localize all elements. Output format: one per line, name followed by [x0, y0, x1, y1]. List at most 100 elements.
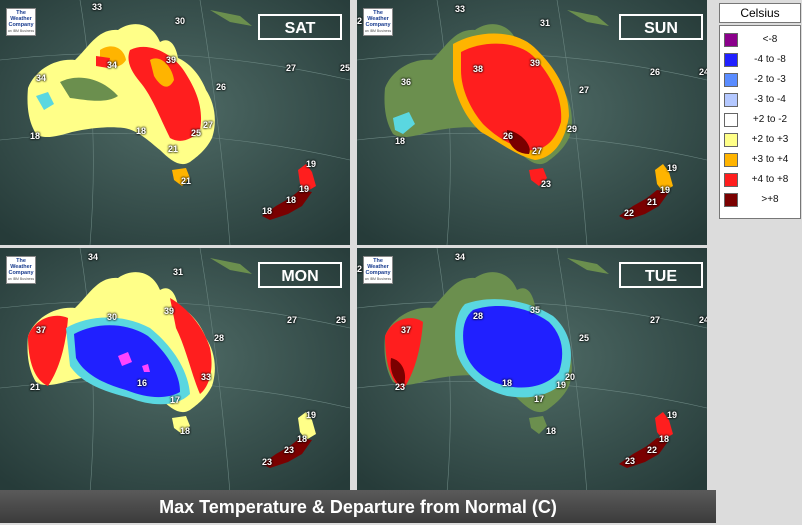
- legend-swatch: [724, 133, 738, 147]
- temp-label: 18: [180, 426, 191, 436]
- temp-label: 27: [286, 63, 297, 73]
- legend-swatch: [724, 173, 738, 187]
- temp-label: 37: [36, 325, 47, 335]
- day-label: SAT: [258, 14, 342, 40]
- temp-label: 17: [170, 395, 181, 405]
- temp-label: 27: [650, 315, 661, 325]
- temp-label: 21: [181, 176, 192, 186]
- map-panel-sat: The Weather Company an IBM Business SAT 33 …: [0, 0, 350, 245]
- map-panel-mon: The Weather Company an IBM Business MON 34 …: [0, 248, 350, 493]
- legend-swatch: [724, 113, 738, 127]
- temp-label: 18: [659, 434, 670, 444]
- temp-label: 21: [30, 382, 41, 392]
- temp-label: 33: [201, 372, 212, 382]
- map-mon: [0, 248, 350, 493]
- legend-item: +2 to -2: [724, 112, 798, 129]
- temp-label: 18: [546, 426, 557, 436]
- temp-label: 19: [660, 185, 671, 195]
- temp-label: 19: [667, 163, 678, 173]
- temp-label: 23: [262, 457, 273, 467]
- legend-item: <-8: [724, 32, 798, 49]
- legend-swatch: [724, 153, 738, 167]
- legend-item: -2 to -3: [724, 72, 798, 89]
- temp-label: 33: [92, 2, 103, 12]
- map-tue: [357, 248, 707, 493]
- temp-label: 34: [107, 60, 118, 70]
- temp-label: 31: [540, 18, 551, 28]
- legend-swatch: [724, 53, 738, 67]
- temp-label: 2: [357, 264, 363, 274]
- temp-label: 23: [284, 445, 295, 455]
- temp-label: 35: [530, 305, 541, 315]
- temp-label: 19: [306, 410, 317, 420]
- temp-label: 37: [401, 325, 412, 335]
- weather-company-logo: The Weather Company an IBM Business: [6, 8, 36, 36]
- legend-box: <-8 -4 to -8 -2 to -3 -3 to -4 +2 to -2 …: [719, 25, 801, 219]
- temp-label: 26: [650, 67, 661, 77]
- legend-item: -3 to -4: [724, 92, 798, 109]
- temp-label: 27: [532, 146, 543, 156]
- temp-label: 28: [473, 311, 484, 321]
- map-panel-sun: The Weather Company an IBM Business SUN 2 3…: [357, 0, 707, 245]
- legend-swatch: [724, 73, 738, 87]
- temp-label: 29: [567, 124, 578, 134]
- temp-label: 39: [166, 55, 177, 65]
- legend: Celsius <-8 -4 to -8 -2 to -3 -3 to -4 +…: [716, 0, 802, 478]
- temp-label: 22: [647, 445, 658, 455]
- temp-label: 19: [667, 410, 678, 420]
- temp-label: 19: [299, 184, 310, 194]
- legend-swatch: [724, 33, 738, 47]
- legend-item: +3 to +4: [724, 152, 798, 169]
- legend-swatch: [724, 193, 738, 207]
- temp-label: 18: [395, 136, 406, 146]
- temp-label: 34: [455, 252, 466, 262]
- temp-label: 30: [107, 312, 118, 322]
- legend-item: +4 to +8: [724, 172, 798, 189]
- temp-label: 18: [297, 434, 308, 444]
- temp-label: 20: [565, 372, 576, 382]
- day-label: MON: [258, 262, 342, 288]
- temp-label: 27: [203, 120, 214, 130]
- temp-label: 39: [164, 306, 175, 316]
- temp-label: 22: [624, 208, 635, 218]
- legend-item: -4 to -8: [724, 52, 798, 69]
- temp-label: 39: [530, 58, 541, 68]
- temp-label: 24: [699, 315, 707, 325]
- legend-swatch: [724, 93, 738, 107]
- temp-label: 18: [30, 131, 41, 141]
- temp-label: 30: [175, 16, 186, 26]
- legend-item: +2 to +3: [724, 132, 798, 149]
- temp-label: 25: [340, 63, 350, 73]
- temp-label: 24: [699, 67, 707, 77]
- temp-label: 16: [137, 378, 148, 388]
- temp-label: 31: [173, 267, 184, 277]
- temp-label: 33: [455, 4, 466, 14]
- temp-label: 18: [262, 206, 273, 216]
- temp-label: 23: [395, 382, 406, 392]
- day-label: SUN: [619, 14, 703, 40]
- temp-label: 18: [136, 126, 147, 136]
- map-sun: [357, 0, 707, 245]
- temp-label: 26: [216, 82, 227, 92]
- temp-label: 21: [168, 144, 179, 154]
- weather-company-logo: The Weather Company an IBM Business: [363, 8, 393, 36]
- temp-label: 25: [191, 128, 202, 138]
- map-sat: [0, 0, 350, 245]
- temp-label: 36: [401, 77, 412, 87]
- temp-label: 38: [473, 64, 484, 74]
- temp-label: 25: [336, 315, 347, 325]
- temp-label: 23: [541, 179, 552, 189]
- temp-label: 18: [502, 378, 513, 388]
- temp-label: 34: [36, 73, 47, 83]
- day-label: TUE: [619, 262, 703, 288]
- weather-company-logo: The Weather Company an IBM Business: [6, 256, 36, 284]
- legend-title: Celsius: [719, 3, 801, 23]
- temp-label: 17: [534, 394, 545, 404]
- temp-label: 27: [287, 315, 298, 325]
- temp-label: 21: [647, 197, 658, 207]
- temp-label: 34: [88, 252, 99, 262]
- temp-label: 26: [503, 131, 514, 141]
- temp-label: 23: [625, 456, 636, 466]
- weather-company-logo: The Weather Company an IBM Business: [363, 256, 393, 284]
- legend-item: >+8: [724, 192, 798, 209]
